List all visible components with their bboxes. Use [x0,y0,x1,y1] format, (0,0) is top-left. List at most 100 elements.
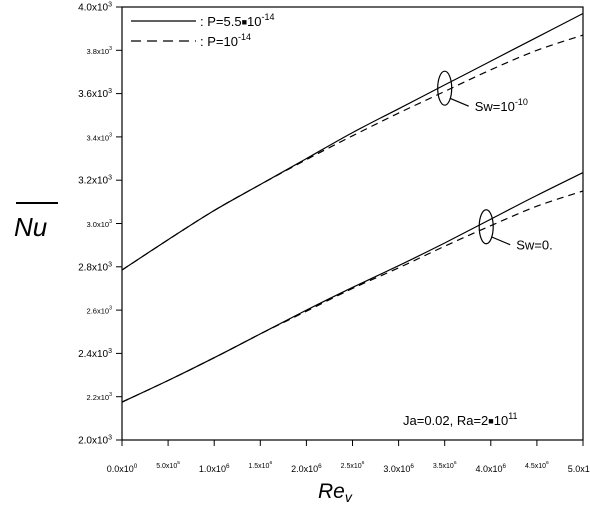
annotation-leader [449,97,469,107]
annotation-label-main: Sw=0. [516,238,553,253]
times-symbol: ■ [488,416,493,426]
plot-area-border [121,6,584,441]
x-tick-label-mantissa: 5.0x10 [156,463,177,470]
y-tick-label-mantissa: 3.8x10 [87,47,110,56]
y-tick-label-mantissa: 3.0x10 [87,220,110,229]
legend-entry-base: 10 [247,14,261,29]
x-tick-label-mantissa: 3.0x10 [383,464,410,474]
x-tick-label-exponent: 6 [226,463,230,470]
y-tick-label-exponent: 3 [108,261,112,268]
y-tick-label: 2.4x103 [78,348,112,360]
y-tick-label: 2.2x103 [87,392,113,402]
x-tick-label-exponent: 6 [503,463,507,470]
y-tick-label-mantissa: 2.0x10 [78,436,108,447]
annotation-label: Sw=10-10 [475,97,528,114]
x-tick-label-exponent: 6 [410,463,414,470]
x-tick-label-mantissa: 0.0x10 [107,464,134,474]
legend-entry-main: : P=10 [200,34,238,49]
x-axis-label-sub: v [345,489,353,505]
x-tick-label-mantissa: 1.0x10 [199,464,226,474]
y-tick-label-exponent: 3 [108,88,112,95]
y-tick-label: 2.8x103 [78,261,112,273]
annotation-label-main: Sw=10 [475,99,515,114]
y-tick-label: 3.4x103 [87,132,113,142]
x-tick-label-exponent: 6 [318,463,322,470]
y-tick-label: 2.0x103 [78,435,112,447]
x-tick-label-exponent: 0 [134,463,138,470]
y-tick-label-exponent: 3 [108,348,112,355]
legend-entry-exponent: -14 [261,12,274,22]
x-tick-label-mantissa: 5.0x10 [568,464,590,474]
x-tick-label-exponent: 6 [546,460,549,466]
x-axis-label-main: Re [318,480,345,503]
y-tick-label: 3.0x103 [87,219,113,229]
x-tick-label: 2.5x106 [341,460,365,470]
annotation-leader [490,236,511,246]
legend-entry: : P=10-14 [200,32,251,49]
x-tick-label: 2.0x106 [291,463,322,474]
y-tick-label-exponent: 3 [108,175,112,182]
series-line-dashed-upper [121,34,584,271]
y-tick-label-exponent: 3 [109,306,112,312]
legend: : P=5.5■10-14: P=10-14 [131,12,274,49]
series-line-dashed-lower [121,190,584,403]
y-tick-label-mantissa: 2.6x10 [87,307,110,316]
y-axis-label-text: Nu [14,212,47,242]
x-tick-label: 5.0x105 [156,460,180,470]
y-tick-label: 3.2x103 [78,175,112,187]
y-tick-label-exponent: 3 [109,219,112,225]
annotation-ellipse [478,209,494,245]
legend-entry: : P=5.5■10-14 [200,12,274,29]
series-line-solid-upper [121,12,584,271]
x-tick-label: 3.0x106 [383,463,414,474]
x-tick-label: 3.5x106 [433,460,457,470]
x-tick-label-mantissa: 2.0x10 [291,464,318,474]
annotations-layer: Sw=10-10 Sw=0. [437,70,553,253]
parameter-note-main: Ja=0.02, Ra=2 [403,413,488,428]
y-tick-label: 3.8x103 [87,46,113,56]
parameter-note-mid: 10 [494,413,508,428]
y-tick-label-mantissa: 2.4x10 [78,349,108,360]
x-tick-label: 0.0x100 [107,463,138,474]
x-tick-label-exponent: 6 [362,460,365,466]
times-symbol: ■ [242,17,247,27]
x-tick-label-mantissa: 4.0x10 [476,464,503,474]
x-tick-label-mantissa: 1.5x10 [248,463,269,470]
annotation-label: Sw=0. [516,238,553,253]
x-tick-label-mantissa: 2.5x10 [341,463,362,470]
y-tick-label-mantissa: 3.2x10 [78,176,108,187]
y-tick-label-exponent: 3 [109,392,112,398]
x-tick-label-exponent: 5 [177,460,180,466]
x-tick-label: 4.5x106 [525,460,549,470]
annotation-ellipse [437,70,453,106]
y-tick-label-mantissa: 4.0x10 [78,3,108,14]
y-tick-label-mantissa: 2.2x10 [87,393,110,402]
y-tick-label: 3.6x103 [78,88,112,100]
legend-entry-main: : P=5.5 [200,14,242,29]
plot-frame [121,6,584,441]
y-tick-label-exponent: 3 [108,2,112,9]
x-tick-label: 1.0x106 [199,463,230,474]
parameter-note: Ja=0.02, Ra=2■1011 [403,411,518,428]
x-tick-label: 5.0x106 [568,463,590,474]
x-tick-label: 4.0x106 [476,463,507,474]
y-tick-label-exponent: 3 [109,46,112,52]
x-tick-label: 1.5x106 [248,460,272,470]
y-tick-label-exponent: 3 [109,132,112,138]
x-tick-label-mantissa: 4.5x10 [525,463,546,470]
x-tick-label-exponent: 6 [269,460,272,466]
series-layer [121,12,584,403]
x-tick-label-exponent: 6 [454,460,457,466]
y-tick-label-mantissa: 2.8x10 [78,262,108,273]
x-tick-label-mantissa: 3.5x10 [433,463,454,470]
annotation-label-exponent: -10 [515,97,528,107]
y-tick-label: 4.0x103 [78,2,112,14]
y-axis-label: Nu [14,202,58,242]
series-line-solid-lower [121,172,584,403]
y-axis: 2.0x1032.2x1032.4x1032.6x1032.8x1033.0x1… [78,2,122,447]
x-axis-label: Rev [318,480,353,505]
legend-entry-exponent: -14 [238,32,251,42]
y-tick-label-exponent: 3 [108,435,112,442]
